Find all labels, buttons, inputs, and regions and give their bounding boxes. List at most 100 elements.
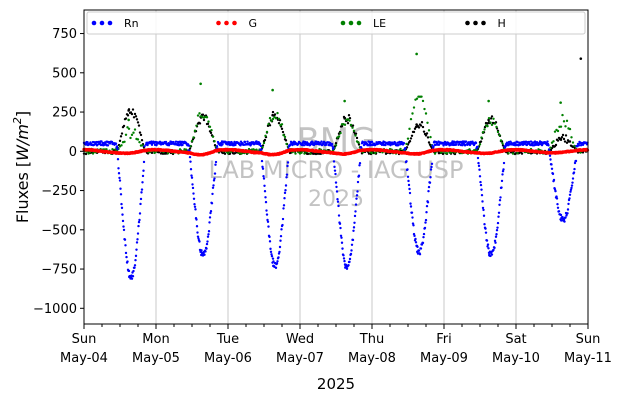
rn-point: [518, 141, 521, 144]
x-tick-label-day: Wed: [286, 332, 314, 347]
le-point: [373, 151, 377, 155]
rn-point: [126, 260, 129, 263]
rn-point: [557, 210, 561, 213]
rn-point: [425, 211, 428, 214]
legend-marker: [340, 20, 346, 26]
rn-point: [246, 140, 249, 143]
rn-point: [139, 197, 143, 201]
rn-point: [206, 235, 210, 238]
h-point: [119, 135, 123, 138]
le-point: [211, 135, 215, 138]
rn-point: [196, 235, 200, 238]
h-point: [556, 139, 560, 142]
h-point: [489, 117, 493, 120]
rn-point: [137, 220, 141, 224]
le-point: [480, 136, 483, 139]
h-point: [408, 140, 412, 143]
rn-point: [550, 167, 554, 170]
rn-point: [211, 186, 215, 189]
le-point: [129, 136, 132, 140]
h-point: [422, 130, 426, 133]
h-point: [202, 118, 206, 122]
rn-point: [488, 253, 491, 257]
h-point: [357, 143, 361, 146]
rn-point: [269, 247, 272, 251]
rn-point: [196, 231, 199, 234]
rn-point: [120, 206, 124, 210]
rn-point: [213, 172, 217, 175]
rn-point: [271, 257, 275, 260]
legend-box: [86, 11, 586, 35]
rn-point: [484, 231, 488, 234]
rn-point: [268, 240, 272, 243]
rn-point: [354, 203, 358, 206]
rn-point: [493, 239, 497, 243]
legend-marker: [224, 20, 229, 26]
y-axis-label-exponent: 2: [11, 117, 24, 124]
watermark-line-3: 2025: [308, 187, 364, 212]
le-point: [276, 111, 279, 115]
rn-point: [454, 143, 458, 146]
x-tick-label-day: Sat: [505, 332, 526, 347]
rn-point: [425, 204, 429, 208]
rn-point: [570, 186, 573, 190]
le-point: [445, 152, 449, 155]
rn-point: [370, 140, 374, 144]
le-point: [570, 136, 573, 139]
rn-point: [494, 241, 497, 244]
h-point: [355, 136, 359, 140]
x-tick-label-date: May-10: [492, 351, 540, 366]
le-point: [166, 152, 170, 155]
y-axis: 750 500 250 0 −250 −500 −750 −1000: [33, 27, 84, 317]
le-point: [468, 148, 471, 151]
x-tick-label-date: May-08: [348, 351, 396, 366]
rn-point: [358, 164, 361, 167]
h-point: [565, 141, 569, 144]
le-point: [138, 140, 141, 144]
rn-point: [568, 193, 572, 196]
rn-point: [555, 195, 558, 198]
rn-point: [195, 218, 198, 221]
rn-point: [315, 140, 318, 143]
le-point: [559, 125, 563, 128]
rn-point: [423, 226, 427, 230]
legend-label-h: H: [498, 17, 506, 30]
rn-point: [134, 254, 138, 258]
rn-point: [355, 197, 358, 200]
rn-point: [353, 214, 357, 218]
rn-point: [262, 177, 266, 180]
h-point: [568, 140, 572, 143]
rn-point: [181, 143, 184, 147]
rn-point: [261, 167, 265, 170]
x-tick-label-day: Thu: [359, 332, 384, 347]
rn-point: [125, 255, 128, 259]
rn-point: [100, 140, 103, 143]
x-tick-label-date: May-07: [276, 351, 324, 366]
rn-point: [267, 225, 270, 228]
rn-point: [260, 159, 264, 163]
y-tick-label: −250: [41, 184, 77, 199]
le-point: [274, 116, 278, 120]
x-tick-label-day: Fri: [436, 332, 452, 347]
rn-point: [357, 174, 361, 177]
rn-point: [484, 227, 487, 230]
rn-point: [334, 172, 337, 176]
le-point: [127, 118, 130, 122]
le-point: [91, 152, 95, 155]
rn-point: [344, 263, 348, 267]
le-point: [255, 148, 258, 151]
rn-point: [502, 161, 506, 165]
rn-point: [551, 172, 555, 176]
legend-label-le: LE: [373, 17, 386, 30]
grid-lines: [155, 10, 517, 324]
le-point: [265, 130, 269, 134]
rn-point: [339, 226, 342, 230]
rn-point: [192, 192, 195, 195]
rn-point: [429, 168, 433, 171]
rn-point: [477, 161, 480, 165]
rn-point: [430, 165, 433, 169]
rn-point: [354, 210, 357, 213]
rn-point: [356, 190, 359, 193]
h-point: [209, 131, 213, 135]
